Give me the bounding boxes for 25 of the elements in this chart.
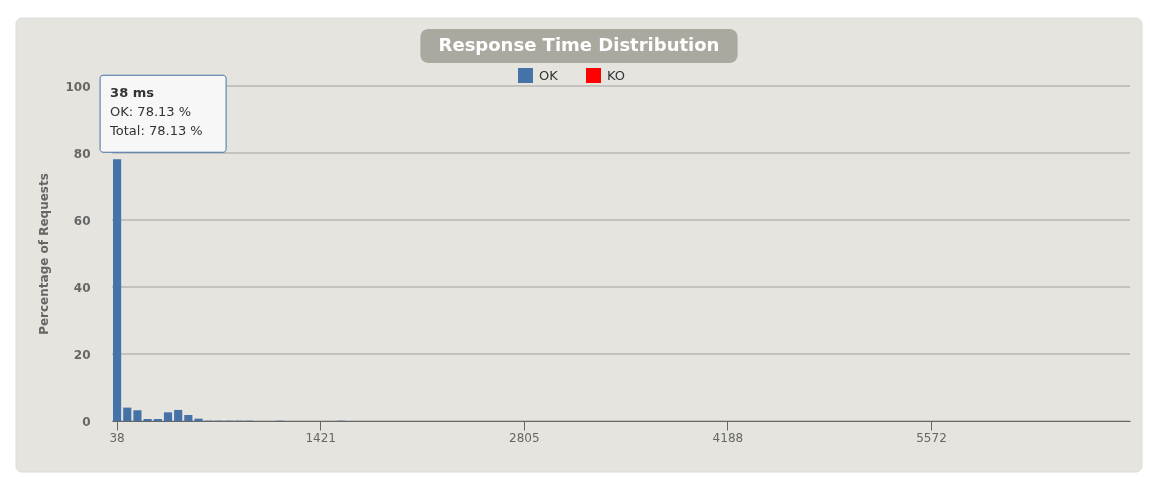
- legend-label: KO: [607, 67, 626, 83]
- y-tick-label: 100: [65, 79, 91, 94]
- bar: [184, 414, 193, 421]
- bar: [194, 418, 203, 421]
- y-tick-label: 20: [73, 347, 91, 362]
- y-axis-title: Percentage of Requests: [37, 173, 52, 335]
- y-tick-label: 80: [73, 146, 91, 161]
- bar: [153, 418, 162, 421]
- x-tick-label: 5572: [916, 430, 947, 445]
- chart-title: Response Time Distribution: [438, 34, 720, 55]
- x-tick-label: 2805: [509, 430, 540, 445]
- y-tick-label: 0: [82, 414, 91, 429]
- bar: [123, 407, 132, 421]
- bar: [113, 159, 122, 421]
- legend-label: OK: [539, 67, 559, 83]
- bar: [133, 410, 142, 421]
- annotation: 38 ms OK: 78.13 % Total: 78.13 %: [109, 85, 203, 139]
- y-tick-label: 60: [73, 213, 91, 228]
- x-tick-label: 38: [109, 430, 125, 445]
- x-tick-label: 1421: [305, 430, 336, 445]
- bar: [143, 418, 152, 421]
- y-tick-label: 40: [73, 280, 91, 295]
- bar: [174, 409, 183, 421]
- bar: [163, 412, 173, 421]
- x-tick-label: 4188: [712, 430, 744, 445]
